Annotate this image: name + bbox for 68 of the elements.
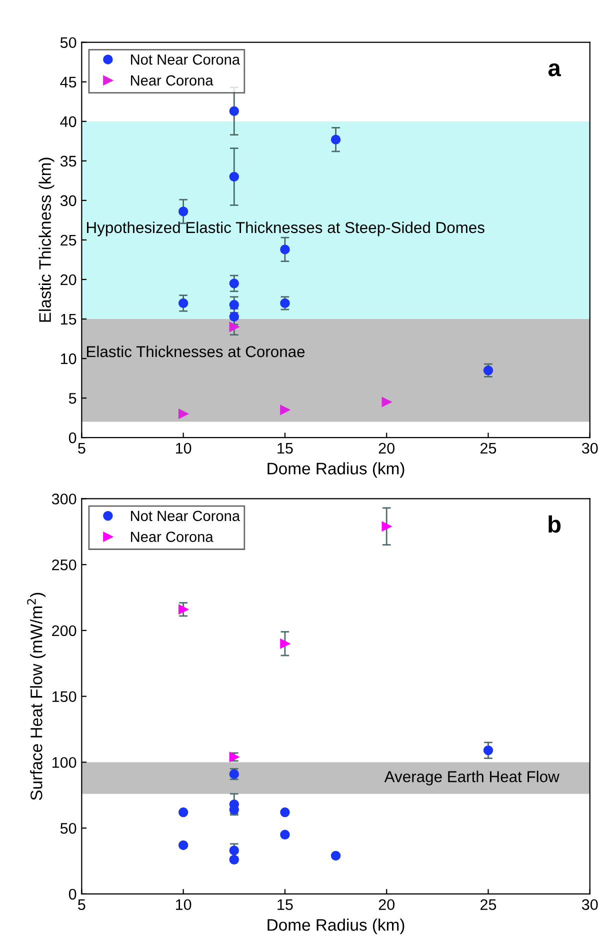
y-tick-label: 250: [52, 559, 76, 570]
annotation: b: [548, 515, 561, 533]
point: [178, 807, 188, 818]
y-axis-title: Elastic Thickness (km): [38, 158, 54, 322]
x-tick-label: 5: [78, 442, 86, 454]
point: [280, 638, 290, 649]
x-tick-label: 15: [278, 899, 293, 910]
point: [280, 244, 290, 254]
point: [229, 278, 239, 288]
x-axis-title: Dome Radius (km): [268, 918, 404, 934]
annotation: a: [548, 63, 562, 76]
point: [229, 854, 239, 865]
x-tick-label: 15: [278, 442, 293, 454]
band-label: Hypothesized Elastic Thicknesses at Steep-Sided Domes: [87, 222, 484, 236]
point: [330, 850, 341, 861]
point: [178, 604, 188, 614]
y-tick-label: 0: [68, 432, 76, 444]
band-label: Average Earth Heat Flow: [384, 770, 560, 786]
point: [280, 807, 290, 818]
point: [280, 830, 290, 840]
point: [229, 300, 239, 310]
y-tick-label: 5: [68, 393, 76, 404]
y-tick-label: 300: [52, 494, 76, 504]
y-tick-label: 40: [60, 116, 76, 128]
y-tick-label: 25: [60, 234, 76, 246]
point: [280, 405, 290, 415]
legend-label: Near Corona: [130, 532, 214, 542]
legend-label: Not Near Corona: [130, 510, 240, 522]
y-tick-label: 0: [68, 888, 76, 900]
point: [229, 106, 239, 116]
x-tick-label: 20: [378, 899, 394, 910]
y-tick-label: 10: [60, 353, 76, 364]
x-tick-label: 30: [582, 899, 598, 910]
point: [178, 408, 188, 419]
point: [229, 312, 239, 322]
point: [382, 397, 392, 407]
point: [178, 298, 188, 308]
point: [483, 745, 494, 756]
point: [229, 322, 239, 332]
y-tick-label: 15: [60, 314, 76, 325]
point: [330, 134, 341, 144]
legend-label: Not Near Corona: [130, 54, 240, 65]
x-axis-title: Dome Radius (km): [268, 462, 404, 478]
y-tick-label: 200: [52, 625, 76, 636]
x-tick-label: 25: [480, 899, 496, 910]
point: [229, 846, 239, 856]
x-tick-label: 10: [176, 899, 192, 910]
point: [229, 172, 239, 182]
band-label: Elastic Thicknesses at Coronae: [87, 346, 305, 358]
x-tick-label: 30: [582, 442, 598, 454]
y-axis-title: Surface Heat Flow (mW/m$^{2}$): [27, 592, 46, 800]
y-tick-label: 30: [60, 195, 76, 206]
y-tick-label: 50: [60, 822, 76, 834]
y-tick-label: 35: [60, 156, 76, 167]
point: [382, 522, 392, 532]
point: [483, 366, 494, 376]
x-tick-label: 25: [480, 442, 496, 454]
y-tick-label: 50: [60, 37, 76, 48]
y-tick-label: 150: [52, 691, 76, 702]
point: [178, 840, 188, 850]
y-tick-label: 20: [60, 274, 76, 286]
x-tick-label: 10: [176, 442, 192, 454]
legend-label: Near Corona: [130, 75, 214, 86]
x-tick-label: 5: [78, 899, 86, 910]
x-tick-label: 20: [378, 442, 394, 454]
y-tick-label: 100: [52, 757, 76, 768]
point: [178, 206, 188, 216]
y-tick-label: 45: [60, 76, 76, 88]
